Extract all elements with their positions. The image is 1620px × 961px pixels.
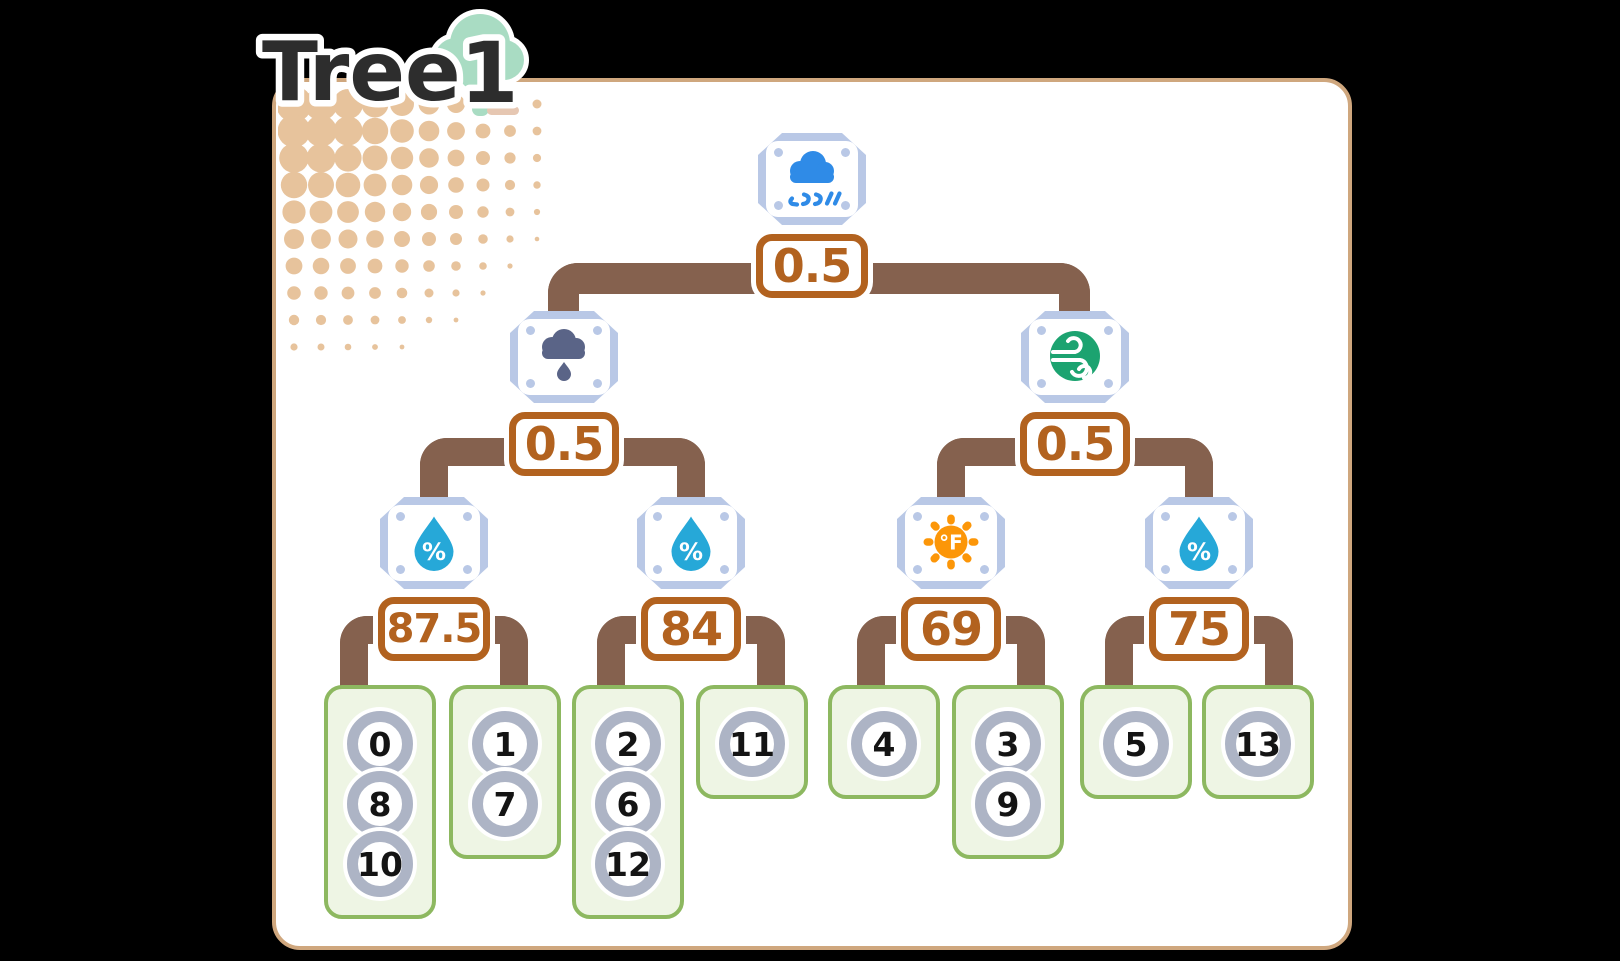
temperature-icon: °F	[919, 514, 983, 572]
wind-icon	[1043, 328, 1107, 386]
node-rain-cloud	[510, 311, 618, 403]
percent-symbol: %	[679, 538, 703, 566]
threshold-box-l3-1: 87.5	[378, 597, 490, 661]
node-rain	[758, 133, 866, 225]
fahrenheit-symbol: °F	[939, 531, 963, 555]
rain-icon	[780, 150, 844, 208]
leaf-value: 7	[493, 784, 517, 824]
leaf-value-circle: 7	[472, 771, 538, 837]
leaf-value: 4	[872, 724, 896, 764]
leaf-value: 6	[616, 784, 640, 824]
leaf-value-circle: 8	[347, 771, 413, 837]
leaf-value-circle: 4	[851, 711, 917, 777]
threshold-box-root: 0.5	[756, 234, 868, 298]
threshold-value: 0.5	[1035, 417, 1115, 471]
leaf-value-circle: 9	[975, 771, 1041, 837]
brush-mark	[487, 106, 519, 115]
leaf-value-circle: 10	[347, 831, 413, 897]
leaf-card-4: 11	[696, 685, 808, 799]
title-word: Tree	[262, 25, 461, 120]
leaf-value: 0	[368, 724, 392, 764]
percent-symbol: %	[1187, 538, 1211, 566]
leaf-value-circle: 11	[719, 711, 785, 777]
node-humidity-2: %	[637, 497, 745, 589]
node-wind	[1021, 311, 1129, 403]
leaf-card-3: 2 6 12	[572, 685, 684, 919]
page-title: Tree 1	[256, 9, 529, 129]
leaf-value: 12	[605, 844, 651, 884]
halftone-pattern	[278, 86, 542, 351]
node-humidity-3: %	[1145, 497, 1253, 589]
leaf-value-circle: 13	[1225, 711, 1291, 777]
leaf-value: 3	[996, 724, 1020, 764]
leaf-value: 9	[996, 784, 1020, 824]
leaf-value: 5	[1124, 724, 1148, 764]
leaf-value-circle: 12	[595, 831, 661, 897]
leaf-value-circle: 2	[595, 711, 661, 777]
threshold-value: 84	[659, 602, 723, 656]
leaf-value-circle: 1	[472, 711, 538, 777]
title-number: 1	[460, 24, 518, 122]
threshold-value: 0.5	[772, 239, 852, 293]
leaf-card-5: 4	[828, 685, 940, 799]
leaf-card-1: 0 8 10	[324, 685, 436, 919]
humidity-icon: %	[659, 514, 723, 572]
threshold-value: 69	[919, 602, 983, 656]
threshold-box-l3-2: 84	[641, 597, 741, 661]
threshold-box-l2-left: 0.5	[509, 412, 619, 476]
leaf-value-circle: 0	[347, 711, 413, 777]
leaf-value-circle: 5	[1103, 711, 1169, 777]
threshold-value: 87.5	[386, 606, 483, 652]
threshold-box-l3-4: 75	[1149, 597, 1249, 661]
tree-icon	[429, 9, 529, 121]
humidity-icon: %	[1167, 514, 1231, 572]
leaf-value-circle: 6	[595, 771, 661, 837]
rain-cloud-icon	[532, 328, 596, 386]
threshold-box-l3-3: 69	[901, 597, 1001, 661]
percent-symbol: %	[422, 538, 446, 566]
node-humidity-1: %	[380, 497, 488, 589]
humidity-icon: %	[402, 514, 466, 572]
leaf-value: 11	[729, 724, 775, 764]
leaf-value: 10	[357, 844, 403, 884]
leaf-value-circle: 3	[975, 711, 1041, 777]
leaf-value: 2	[616, 724, 640, 764]
connector-l3-1	[340, 616, 528, 689]
threshold-value: 75	[1167, 602, 1231, 656]
node-temperature: °F	[897, 497, 1005, 589]
leaf-value: 1	[493, 724, 517, 764]
leaf-card-7: 5	[1080, 685, 1192, 799]
threshold-value: 0.5	[524, 417, 604, 471]
leaf-value: 8	[368, 784, 392, 824]
leaf-value: 13	[1235, 724, 1281, 764]
threshold-box-l2-right: 0.5	[1020, 412, 1130, 476]
leaf-card-8: 13	[1202, 685, 1314, 799]
